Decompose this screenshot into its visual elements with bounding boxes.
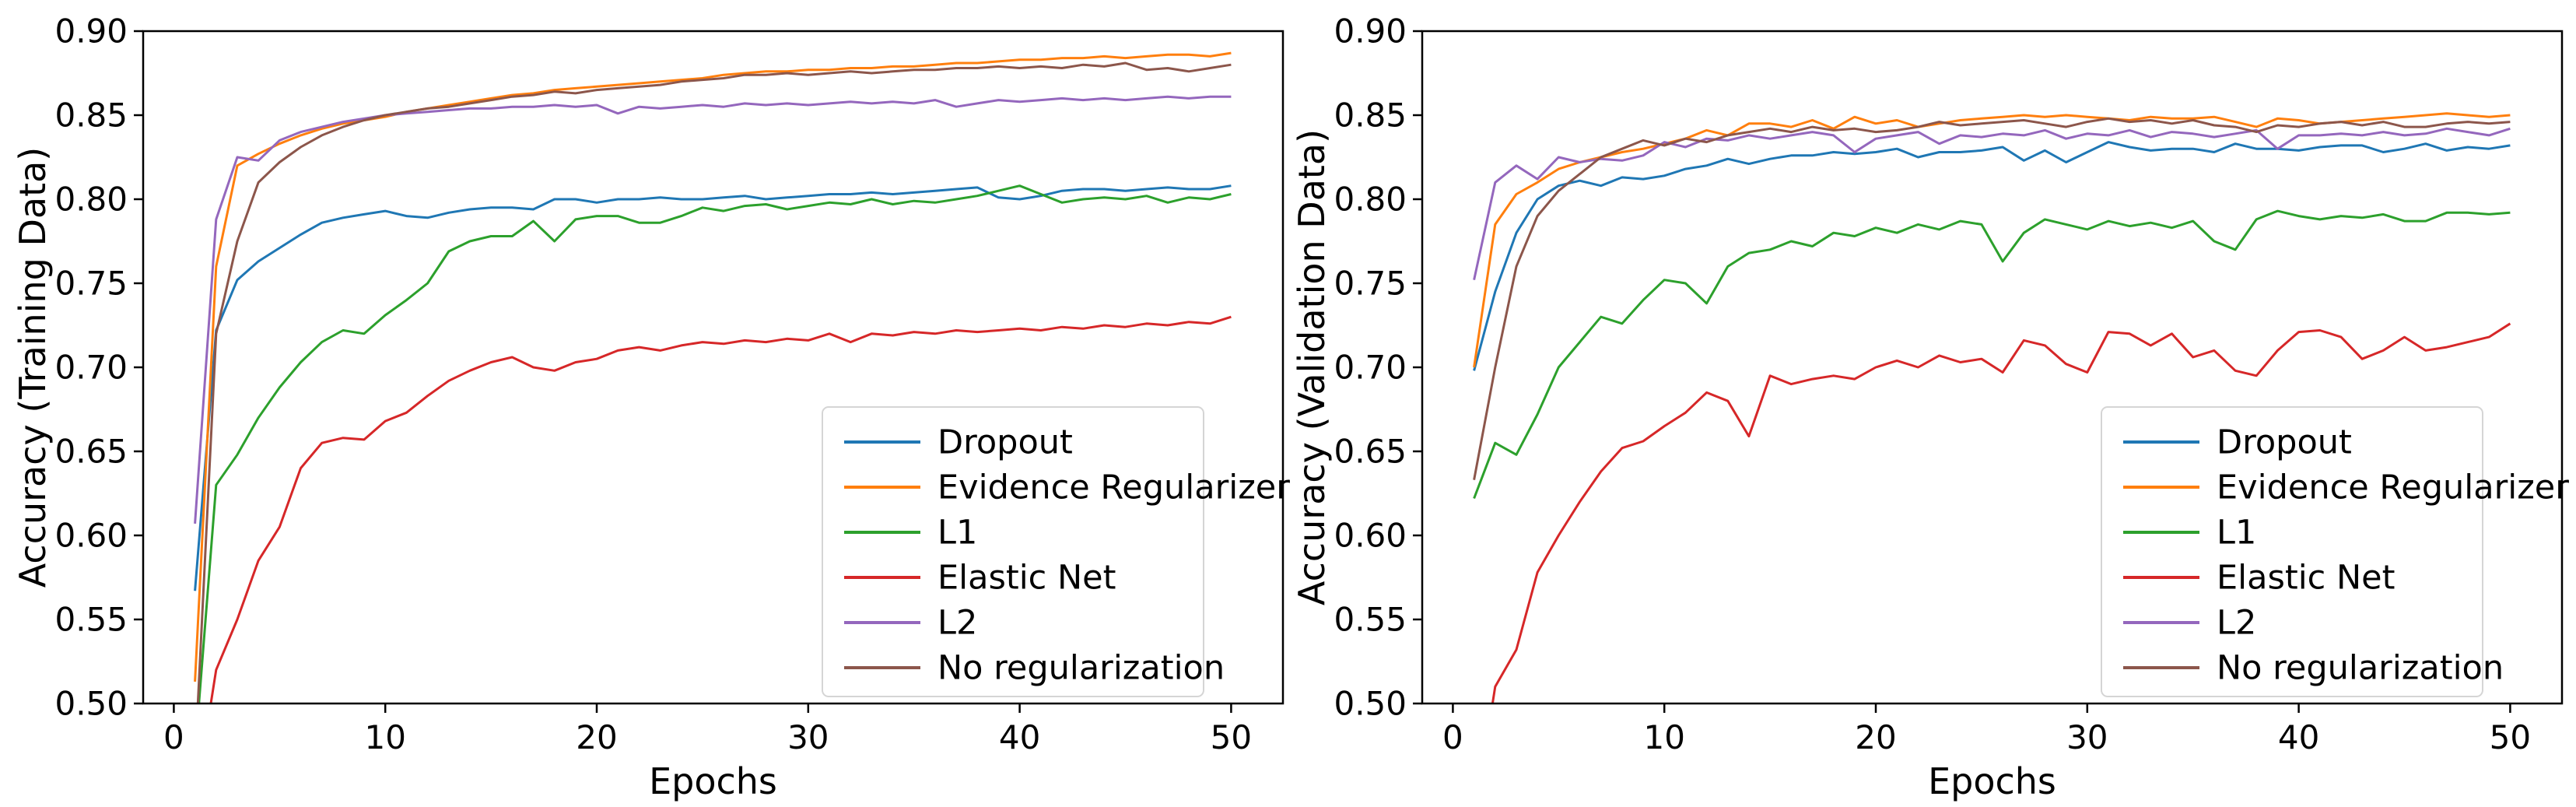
series-line-l2	[194, 95, 1232, 525]
legend-label: Dropout	[2217, 423, 2352, 462]
legend-label: L2	[938, 604, 977, 643]
y-tick-label: 0.70	[1334, 348, 1407, 386]
training-x-axis-label: Epochs	[649, 760, 777, 802]
series-line-l2	[1473, 127, 2511, 281]
y-tick-label: 0.50	[1334, 684, 1407, 722]
x-tick-label: 30	[2066, 718, 2108, 756]
x-tick-label: 20	[1855, 718, 1896, 756]
y-tick-label: 0.65	[1334, 432, 1407, 470]
validation-chart-panel: 0.50 0.55 0.60 0.65 0.70 0.75 0.80 0.85 0.90 0 10 2…	[1291, 12, 2569, 802]
x-tick-label: 40	[2278, 718, 2319, 756]
series-line-elastic-net	[1491, 322, 2511, 703]
legend-label: Elastic Net	[938, 559, 1116, 598]
series-line-elastic-net	[209, 315, 1232, 703]
y-tick-label: 0.85	[1334, 96, 1407, 134]
training-legend: Dropout Evidence Regularizer L1 Elastic Net…	[822, 406, 1290, 697]
x-tick-label: 30	[787, 718, 829, 756]
y-tick-label: 0.85	[54, 96, 128, 134]
y-tick-label: 0.90	[54, 12, 128, 50]
legend-label: Elastic Net	[2217, 559, 2395, 598]
y-tick-label: 0.80	[1334, 180, 1407, 218]
legend-label: Dropout	[938, 423, 1073, 462]
series-line-no-regularization	[1473, 117, 2511, 480]
validation-x-axis-label: Epochs	[1928, 760, 2056, 802]
x-tick-label: 10	[364, 718, 405, 756]
y-tick-label: 0.50	[54, 684, 128, 722]
legend-label: L2	[2217, 604, 2256, 643]
y-tick-label: 0.70	[54, 348, 128, 386]
y-tick-label: 0.55	[1334, 600, 1407, 638]
x-tick-label: 20	[576, 718, 617, 756]
legend-label: No regularization	[2217, 649, 2504, 688]
y-tick-label: 0.60	[54, 516, 128, 554]
series-line-dropout	[194, 184, 1232, 591]
x-tick-label: 0	[1442, 718, 1463, 756]
series-line-l1	[1473, 209, 2511, 500]
validation-legend: Dropout Evidence Regularizer L1 Elastic Net…	[2101, 406, 2569, 697]
validation-plot-border	[1421, 30, 2564, 705]
validation-y-axis-label: Accuracy (Validation Data)	[1291, 129, 1333, 605]
validation-y-axis: 0.50 0.55 0.60 0.65 0.70 0.75 0.80 0.85 0.90	[1334, 12, 1422, 722]
training-x-axis: 0 10 20 30 40 50	[163, 703, 1252, 756]
x-tick-label: 10	[1643, 718, 1684, 756]
series-line-dropout	[1473, 141, 2511, 371]
legend-label: Evidence Regularizer	[2217, 468, 2569, 507]
validation-x-axis: 0 10 20 30 40 50	[1442, 703, 2531, 756]
series-line-no-regularization	[196, 61, 1232, 703]
legend-label: L1	[938, 514, 977, 553]
y-tick-label: 0.60	[1334, 516, 1407, 554]
training-y-axis-label: Accuracy (Training Data)	[12, 147, 54, 588]
legend-label: L1	[2217, 514, 2256, 553]
x-tick-label: 50	[2490, 718, 2531, 756]
y-tick-label: 0.55	[54, 600, 128, 638]
y-tick-label: 0.75	[54, 264, 128, 302]
legend-label: Evidence Regularizer	[938, 468, 1290, 507]
validation-series-group	[1473, 112, 2511, 703]
y-tick-label: 0.90	[1334, 12, 1407, 50]
training-series-group	[194, 51, 1232, 703]
training-chart-panel: 0.50 0.55 0.60 0.65 0.70 0.75 0.80 0.85 0.90 0 10 2…	[12, 12, 1290, 802]
x-tick-label: 40	[999, 718, 1040, 756]
x-tick-label: 0	[163, 718, 184, 756]
y-tick-label: 0.75	[1334, 264, 1407, 302]
training-plot-border	[142, 30, 1284, 705]
x-tick-label: 50	[1211, 718, 1252, 756]
legend-label: No regularization	[938, 649, 1225, 688]
series-line-l1	[198, 184, 1232, 703]
y-tick-label: 0.65	[54, 432, 128, 470]
y-tick-label: 0.80	[54, 180, 128, 218]
training-y-axis: 0.50 0.55 0.60 0.65 0.70 0.75 0.80 0.85 0.90	[54, 12, 143, 722]
